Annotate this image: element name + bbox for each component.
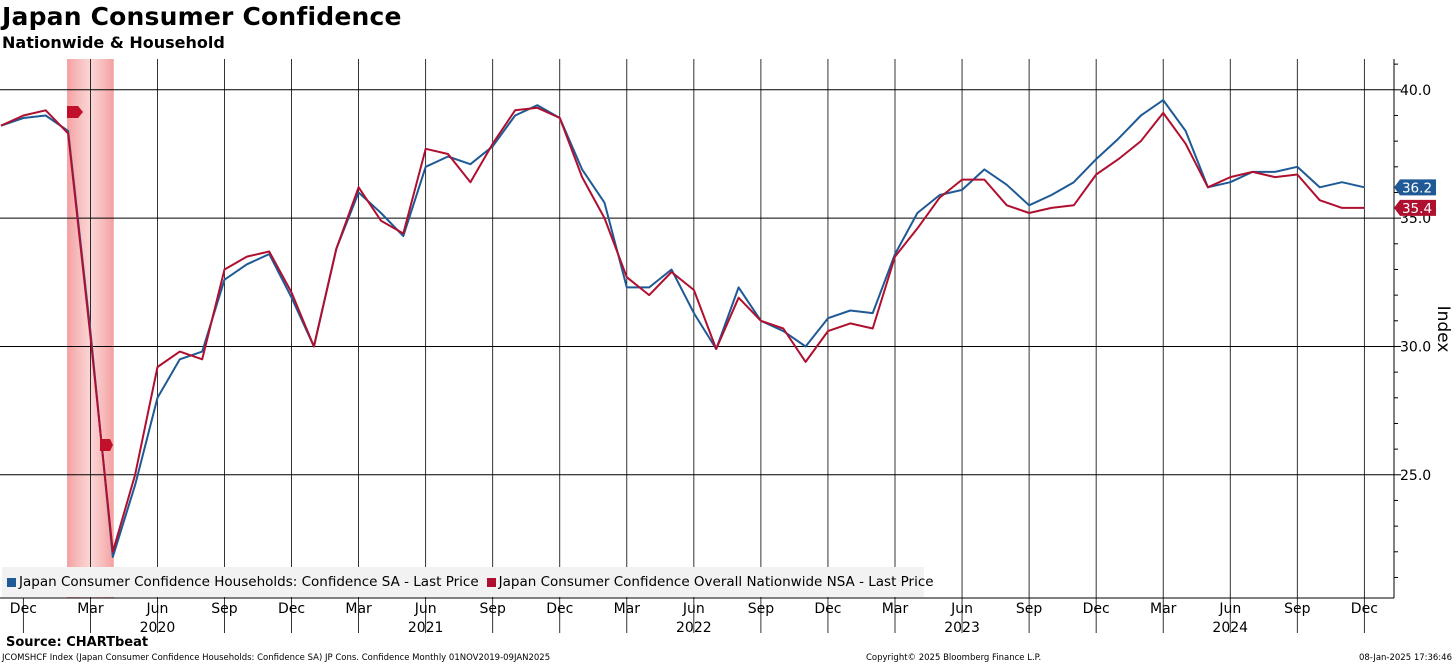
x-tick-label: Mar (77, 601, 104, 617)
x-tick-label: Sep (1284, 601, 1311, 617)
x-year-label: 2023 (944, 620, 980, 636)
x-year-label: 2021 (408, 620, 444, 636)
y-tick-label: 30.0 (1400, 339, 1431, 355)
x-year-label: 2024 (1212, 620, 1248, 636)
x-year-label: 2020 (140, 620, 176, 636)
x-year-label: 2022 (676, 620, 712, 636)
last-value-tag-bg (1394, 179, 1436, 196)
x-tick-label: Mar (882, 601, 909, 617)
ticker-footnote: JCOMSHCF Index (Japan Consumer Confidenc… (2, 653, 551, 663)
timestamp-note: 08-Jan-2025 17:36:46 (1358, 653, 1452, 663)
last-value-tag-text: 36.2 (1402, 180, 1432, 196)
last-value-tag-nationwide: 35.4 (1394, 199, 1436, 217)
legend-swatch-households (7, 577, 16, 587)
x-tick-label: Jun (414, 601, 437, 617)
event-marker (67, 106, 83, 118)
x-tick-label: Jun (146, 601, 169, 617)
x-tick-label: Mar (614, 601, 641, 617)
x-tick-label: Dec (546, 601, 573, 617)
source-note: Source: CHARTbeat (6, 635, 149, 650)
legend-label-households: Japan Consumer Confidence Households: Co… (19, 574, 479, 590)
x-tick-label: Dec (814, 601, 841, 617)
y-axis-title: Index (1433, 306, 1453, 353)
x-tick-label: Sep (480, 601, 507, 617)
x-tick-label: Mar (1150, 601, 1177, 617)
x-tick-label: Jun (682, 601, 705, 617)
legend-label-nationwide: Japan Consumer Confidence Overall Nation… (498, 574, 934, 590)
last-value-tag-households: 36.2 (1394, 179, 1436, 196)
x-tick-label: Dec (278, 601, 305, 617)
event-marker (100, 439, 113, 451)
last-value-tag-bg (1394, 199, 1436, 216)
x-tick-label: Sep (748, 601, 775, 617)
legend-item-households: Japan Consumer Confidence Households: Co… (7, 574, 479, 590)
series-line-nationwide (0, 106, 1365, 553)
x-tick-label: Sep (1016, 601, 1043, 617)
chart-legend: Japan Consumer Confidence Households: Co… (2, 567, 934, 597)
y-tick-label: 40.0 (1400, 83, 1431, 99)
legend-item-nationwide: Japan Consumer Confidence Overall Nation… (486, 574, 934, 590)
copyright-note: Copyright© 2025 Bloomberg Finance L.P. (866, 653, 1042, 663)
chart-title: Japan Consumer Confidence (2, 2, 402, 31)
x-tick-label: Mar (345, 601, 372, 617)
legend-swatch-nationwide (486, 577, 496, 587)
x-tick-label: Sep (211, 601, 238, 617)
x-tick-label: Dec (1351, 601, 1378, 617)
x-tick-label: Jun (1218, 601, 1241, 617)
x-tick-label: Jun (950, 601, 973, 617)
x-tick-label: Dec (1083, 601, 1110, 617)
last-value-tag-text: 35.4 (1402, 201, 1432, 217)
chart-subtitle: Nationwide & Household (2, 33, 225, 52)
series-line-households (0, 99, 1365, 558)
y-tick-label: 25.0 (1400, 468, 1431, 484)
